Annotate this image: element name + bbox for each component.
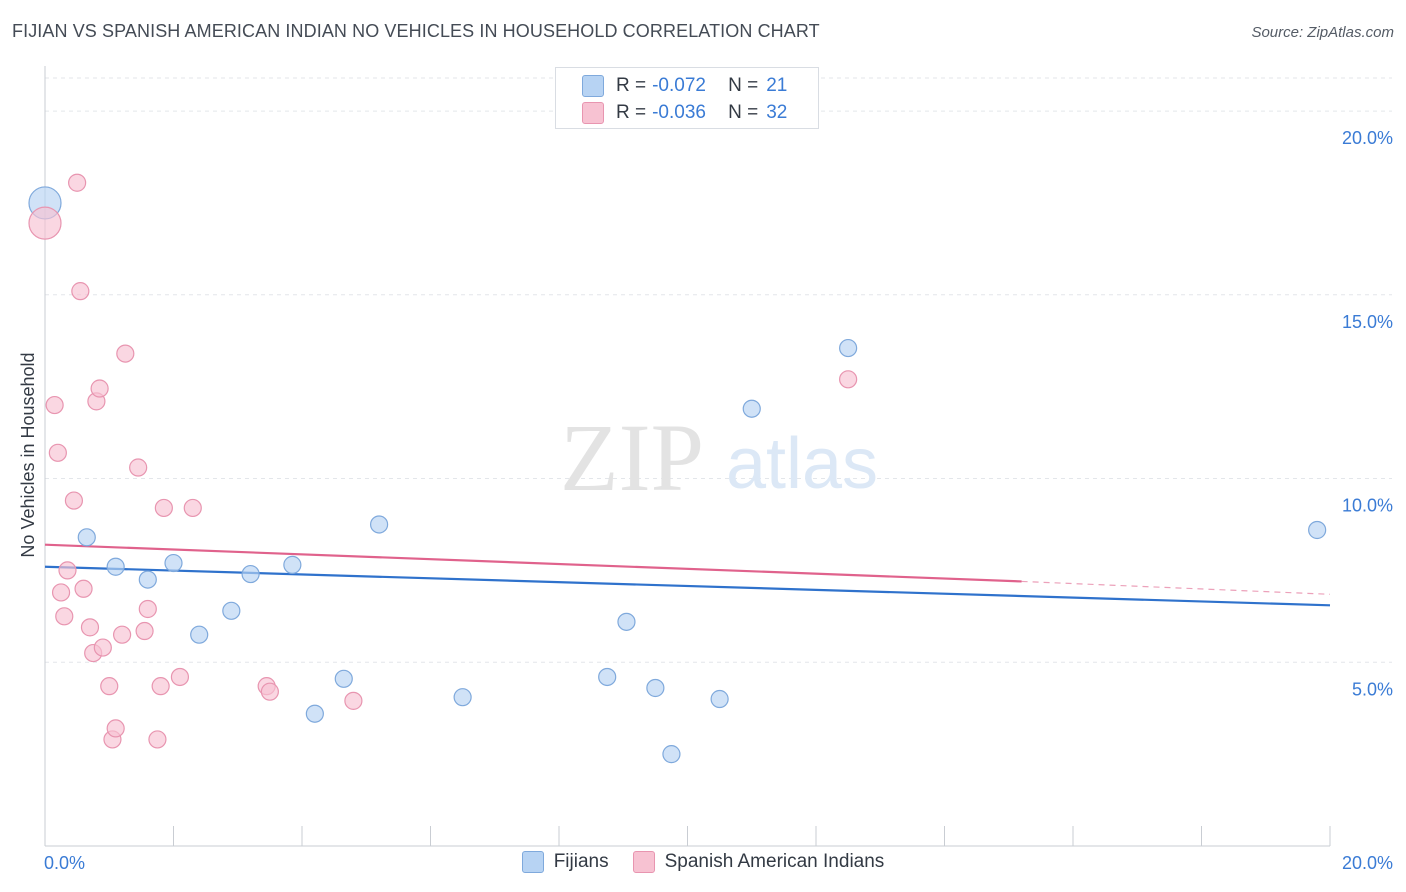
sai-point bbox=[74, 579, 93, 598]
sai-point bbox=[106, 719, 125, 738]
fijians-point bbox=[138, 570, 157, 589]
y-tick-label: 15.0% bbox=[1342, 312, 1393, 332]
sai-point bbox=[151, 677, 170, 696]
sai-point bbox=[135, 621, 154, 641]
chart-title: FIJIAN VS SPANISH AMERICAN INDIAN NO VEH… bbox=[12, 21, 820, 41]
stats-row-spanish-american-indians: R = -0.036 N = 32 bbox=[582, 101, 787, 125]
sai-point bbox=[80, 618, 100, 637]
stats-row-fijians: R = -0.072 N = 21 bbox=[582, 74, 787, 98]
sai-swatch bbox=[582, 102, 604, 124]
watermark-zip: ZIP bbox=[560, 404, 704, 511]
n-label: N = bbox=[728, 102, 759, 123]
fijians-point bbox=[222, 601, 241, 620]
fijians-swatch bbox=[582, 75, 604, 97]
watermark: ZIP atlas bbox=[560, 404, 878, 511]
sai-point bbox=[64, 491, 84, 510]
sai-point bbox=[100, 677, 119, 696]
sai-point bbox=[183, 498, 202, 518]
fijians-point bbox=[617, 612, 636, 631]
r-label: R = bbox=[616, 102, 647, 123]
x-tick-label: 0.0% bbox=[44, 853, 85, 873]
sai-point bbox=[58, 561, 77, 580]
fijians-point bbox=[305, 704, 324, 723]
r-value: -0.036 bbox=[652, 102, 706, 123]
fijians-point bbox=[839, 338, 858, 358]
watermark-atlas: atlas bbox=[726, 424, 878, 504]
n-label: N = bbox=[728, 75, 759, 96]
legend-item-spanish-american-indians: Spanish American Indians bbox=[632, 851, 885, 873]
sai-point bbox=[260, 682, 279, 701]
stats-legend: R = -0.072 N = 21 R = -0.036 N = 32 bbox=[555, 67, 819, 129]
sai-point bbox=[129, 458, 148, 477]
n-value: 21 bbox=[766, 75, 788, 96]
sai-point bbox=[90, 379, 109, 398]
fijians-point bbox=[77, 528, 96, 547]
sai-point bbox=[55, 607, 74, 626]
sai-point bbox=[51, 583, 71, 602]
fijians-point bbox=[1308, 520, 1327, 540]
sai-point bbox=[170, 667, 190, 687]
fijians-point bbox=[283, 555, 302, 574]
series-legend: Fijians Spanish American Indians bbox=[0, 851, 1406, 873]
y-tick-label: 20.0% bbox=[1342, 128, 1393, 148]
fijians-point bbox=[598, 667, 617, 687]
data-points bbox=[28, 173, 1327, 764]
legend-item-fijians: Fijians bbox=[521, 851, 609, 873]
sai-point bbox=[48, 443, 67, 462]
y-tick-label: 10.0% bbox=[1342, 496, 1393, 516]
axis-layer: 5.0% 10.0% 15.0% 20.0% 0.0% 20.0% bbox=[44, 66, 1393, 873]
sai-point bbox=[45, 395, 64, 415]
n-value: 32 bbox=[766, 102, 788, 123]
sai-point bbox=[93, 638, 112, 657]
sai-point bbox=[68, 173, 87, 192]
fijians-point bbox=[241, 564, 260, 584]
r-value: -0.072 bbox=[652, 75, 706, 96]
sai-point bbox=[148, 730, 167, 749]
sai-point bbox=[138, 599, 157, 619]
x-tick-label: 20.0% bbox=[1342, 853, 1393, 873]
fijians-point bbox=[334, 669, 353, 688]
sai-point bbox=[154, 498, 173, 518]
y-axis-label: No Vehicles in Household bbox=[18, 352, 38, 557]
sai-point bbox=[839, 370, 858, 389]
fijians-point bbox=[190, 625, 209, 644]
fijians-legend-swatch bbox=[521, 851, 544, 873]
fijians-point bbox=[646, 678, 665, 698]
sai-point bbox=[28, 206, 62, 240]
sai-point bbox=[344, 691, 363, 710]
fijians-point bbox=[453, 688, 472, 707]
legend-label-fijians: Fijians bbox=[553, 851, 609, 872]
r-label: R = bbox=[616, 75, 647, 96]
sai-point bbox=[116, 344, 135, 363]
sai-trend-line bbox=[44, 543, 1022, 583]
sai-point bbox=[71, 282, 90, 301]
sai-legend-swatch bbox=[632, 851, 655, 873]
trend-lines bbox=[44, 543, 1331, 607]
legend-label-spanish-american-indians: Spanish American Indians bbox=[664, 851, 885, 872]
sai-trend-extension bbox=[1021, 580, 1331, 595]
fijians-point bbox=[370, 515, 389, 534]
fijians-point bbox=[710, 689, 729, 709]
fijians-point bbox=[106, 557, 125, 576]
fijians-point bbox=[742, 399, 761, 418]
fijians-point bbox=[662, 745, 681, 764]
sai-point bbox=[112, 625, 132, 644]
fijians-point bbox=[164, 553, 183, 573]
source-label: Source: ZipAtlas.com bbox=[1251, 24, 1394, 41]
y-tick-label: 5.0% bbox=[1352, 679, 1393, 699]
